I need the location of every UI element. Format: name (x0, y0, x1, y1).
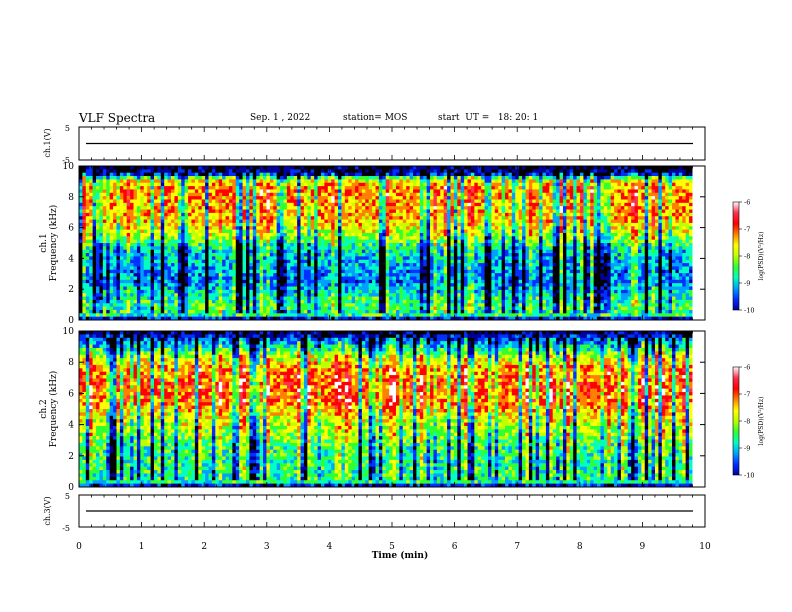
xtick-label: 6 (452, 542, 458, 552)
ytick-label: 4 (68, 254, 74, 264)
colorbar-tick-label: -10 (744, 472, 754, 480)
xtick-label: 10 (699, 542, 711, 552)
ch2-spectrogram-image (79, 331, 705, 488)
colorbar-tick-label: -9 (744, 280, 750, 288)
ch1-voltage-ylabel: ch.1(V) (43, 128, 52, 157)
ch1-spectrogram-panel: 0 2 4 6 8 10 ch.1 Frequency (kHz) (39, 162, 706, 326)
xtick-label: 5 (389, 542, 395, 552)
colorbar-tick-label: -8 (744, 253, 750, 261)
ytick-label: 8 (68, 358, 74, 368)
ytick-label: 6 (68, 224, 74, 234)
xtick-label: 0 (76, 542, 82, 552)
xtick-label: 8 (577, 542, 583, 552)
colorbar-tick-label: -10 (744, 307, 754, 315)
colorbar-tick-label: -8 (744, 418, 750, 426)
colorbar-tick-label: -7 (744, 226, 750, 234)
xtick-label: 9 (640, 542, 646, 552)
chart-title: VLF Spectra (79, 111, 156, 125)
ytick-label: 2 (68, 452, 74, 462)
ytick-label: 10 (63, 327, 75, 337)
ytick-label: 10 (63, 162, 75, 172)
xtick-label: 1 (139, 542, 145, 552)
ch1-ytick-bottom: -5 (62, 156, 70, 165)
ch2-colorbar: -6 -7 -8 -9 -10 log(PSD)(V²/Hz) (732, 364, 765, 480)
ytick-label: 2 (68, 285, 74, 295)
start-time-label: start UT = 18: 20: 1 (438, 113, 539, 123)
ch1-spectrogram-image (79, 166, 705, 321)
ytick-label: 6 (68, 389, 74, 399)
xtick-label: 7 (514, 542, 520, 552)
colorbar-tick-label: -9 (744, 445, 750, 453)
ch2-spectrogram-panel: 0 2 4 6 8 10 ch.2 Frequency (kHz) (39, 327, 706, 493)
ch2-colorbar-label: log(PSD)(V²/Hz) (758, 397, 765, 446)
ytick-label: 4 (68, 421, 74, 431)
xtick-label: 3 (264, 542, 270, 552)
ch1-spectrogram-ylabel-channel: ch.1 (39, 233, 49, 252)
ch1-colorbar-label: log(PSD)(V²/Hz) (758, 232, 765, 281)
colorbar-tick-label: -7 (744, 391, 750, 399)
xtick-label: 4 (327, 542, 333, 552)
xtick-label: 2 (201, 542, 207, 552)
ch1-spectrogram-ylabel-freq: Frequency (kHz) (48, 205, 59, 282)
ch2-spectrogram-ylabel-channel: ch.2 (39, 399, 49, 418)
ytick-label: 8 (68, 193, 74, 203)
colorbar-tick-label: -6 (744, 364, 750, 372)
colorbar-tick-label: -6 (744, 199, 750, 207)
ch3-ytick-bottom: -5 (62, 524, 70, 533)
ch1-colorbar: -6 -7 -8 -9 -10 log(PSD)(V²/Hz) (732, 199, 765, 315)
ch3-voltage-panel: 5 -5 ch.3(V) (43, 492, 706, 533)
ch3-ytick-top: 5 (65, 492, 70, 501)
ch2-spectrogram-ylabel-freq: Frequency (kHz) (48, 371, 59, 448)
x-axis-label: Time (min) (372, 550, 429, 561)
ytick-label: 0 (68, 316, 74, 326)
station-label: station= MOS (343, 113, 408, 123)
ch3-voltage-ylabel: ch.3(V) (43, 496, 52, 525)
date-label: Sep. 1 , 2022 (250, 113, 311, 123)
ch1-ytick-top: 5 (65, 124, 70, 133)
ytick-label: 0 (68, 483, 74, 493)
ch1-voltage-panel: 5 -5 ch.1(V) (43, 124, 706, 165)
